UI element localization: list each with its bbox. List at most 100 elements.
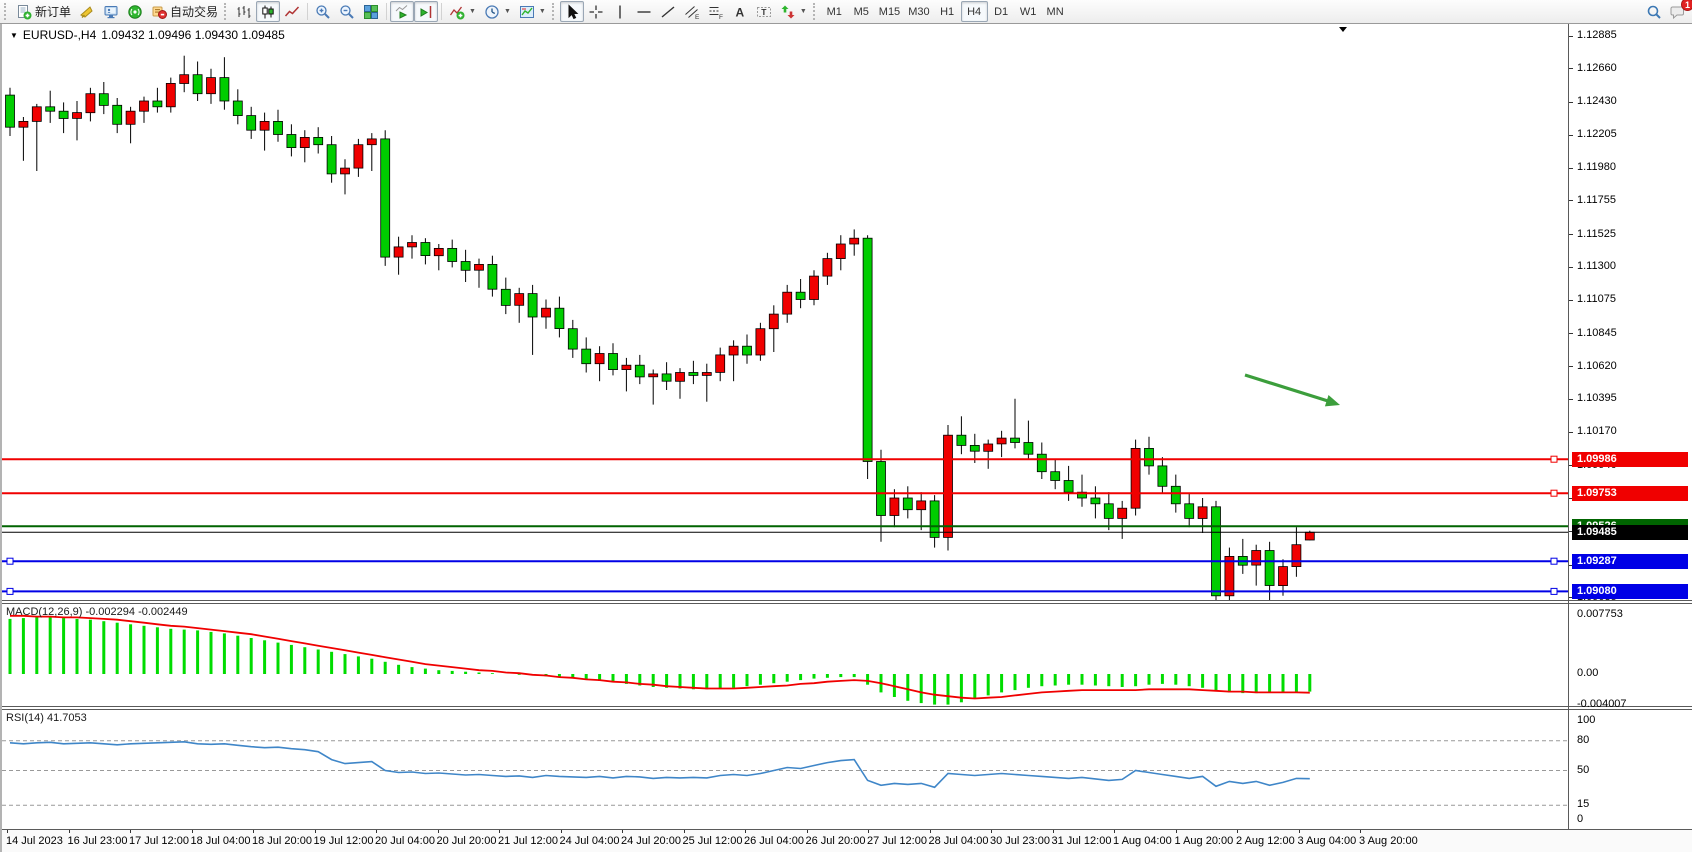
trend-arrow-object[interactable] (1244, 373, 1340, 407)
chevron-down-icon[interactable]: ▼ (469, 8, 476, 15)
line-chart-button[interactable] (280, 1, 304, 22)
timeframe-h4-button[interactable]: H4 (960, 1, 988, 22)
price-tick-label: 1.12660 (1577, 61, 1617, 74)
zoom-out-button[interactable] (335, 1, 359, 22)
time-axis-label: 1 Aug 20:00 (1174, 835, 1234, 847)
auto-scroll-button[interactable] (390, 1, 415, 22)
line-handle[interactable] (1550, 587, 1558, 595)
fibonacci-button[interactable]: F (704, 1, 728, 22)
time-tick-mark (376, 830, 377, 833)
chart-end-marker (1339, 27, 1347, 32)
rsi-pane[interactable]: RSI(14) 41.7053 (2, 710, 1692, 829)
pane-splitter[interactable] (2, 706, 1692, 710)
macd-histogram (8, 617, 1312, 705)
notifications-button[interactable]: 1 (1666, 0, 1692, 22)
trendline-button[interactable] (656, 1, 680, 22)
templates-button[interactable]: ▼ (515, 1, 550, 22)
time-axis-label: 3 Aug 04:00 (1297, 835, 1357, 847)
alerts-button[interactable] (75, 1, 99, 22)
time-axis-label: 19 Jul 12:00 (313, 835, 374, 847)
terminal-button[interactable] (99, 1, 123, 22)
equidistant-channel-button[interactable]: E (680, 1, 704, 22)
time-tick-mark (868, 830, 869, 833)
time-axis-label: 27 Jul 12:00 (867, 835, 927, 847)
svg-text:F: F (719, 14, 723, 20)
svg-text:E: E (695, 14, 700, 20)
line-handle[interactable] (1550, 489, 1558, 497)
timeframe-h1-button-label: H1 (940, 5, 955, 18)
macd-axis-label: -0.004007 (1577, 697, 1627, 710)
price-tick-mark (1569, 200, 1573, 202)
bar-chart-button[interactable] (232, 1, 256, 22)
time-axis-label: 28 Jul 04:00 (928, 835, 989, 847)
price-tick-label: 1.11300 (1577, 260, 1616, 273)
line-handle[interactable] (6, 557, 14, 565)
crosshair-button[interactable] (584, 1, 608, 22)
price-chart-canvas[interactable] (2, 24, 1568, 600)
new-order-button[interactable]: 新订单 (12, 1, 75, 22)
arrows-shapes-button[interactable]: ▼ (776, 1, 811, 22)
macd-pane[interactable]: MACD(12,26,9) -0.002294 -0.002449 (2, 604, 1692, 706)
new-order-button-label: 新订单 (35, 5, 72, 19)
time-tick-mark (191, 830, 193, 833)
market-news-button[interactable] (123, 1, 147, 22)
candlestick-button[interactable] (256, 1, 281, 22)
timeframe-h1-button[interactable]: H1 (934, 1, 961, 22)
periods-button[interactable]: ▼ (480, 1, 515, 22)
timeframe-m1-button[interactable]: M1 (821, 1, 848, 22)
price-tick-label: 1.11075 (1577, 293, 1616, 306)
cursor-button[interactable] (559, 1, 584, 22)
price-tick-label: 1.10395 (1577, 392, 1617, 405)
search-button[interactable] (1642, 1, 1666, 22)
chevron-down-icon[interactable]: ▼ (538, 8, 546, 15)
megaphone-icon (79, 4, 95, 20)
time-tick-mark (806, 830, 808, 833)
timeframe-d1-button[interactable]: D1 (988, 1, 1015, 22)
indicators-button[interactable]: ▼ (445, 1, 480, 22)
chart-ohlc-values: 1.09432 1.09496 1.09430 1.09485 (101, 28, 285, 42)
tile-windows-button[interactable] (359, 1, 383, 22)
timeframe-mn-button[interactable]: MN (1042, 1, 1069, 22)
price-axis[interactable]: 1.12885 1.12660 1.12430 1.12205 1.11980 1.117… (1568, 24, 1692, 829)
vertical-line-button[interactable] (608, 1, 632, 22)
toolbar-grip (224, 3, 229, 20)
chart-shift-button[interactable] (414, 1, 439, 22)
zoom-in-button[interactable] (311, 1, 335, 22)
auto-trading-button[interactable]: 自动交易 (147, 1, 222, 22)
notification-badge: 1 (1680, 0, 1692, 11)
horizontal-line-button[interactable] (632, 1, 656, 22)
pane-splitter[interactable] (2, 600, 1692, 604)
time-tick-mark (991, 830, 992, 833)
macd-canvas (8, 614, 1312, 705)
timeframe-m30-button[interactable]: M30 (904, 1, 933, 22)
chart-symbol-period: EURUSD-,H4 (22, 28, 97, 42)
time-axis-label: 3 Aug 20:00 (1359, 835, 1418, 847)
search-icon (1646, 4, 1662, 20)
timeframe-m5-button[interactable]: M5 (848, 1, 875, 22)
price-tick-mark (1569, 299, 1573, 301)
channel-icon: E (684, 4, 700, 20)
timeframe-w1-button[interactable]: W1 (1015, 1, 1042, 22)
price-tick-label: 1.12205 (1577, 128, 1617, 141)
line-handle[interactable] (6, 587, 14, 595)
chevron-down-icon[interactable]: ▼ (799, 8, 807, 15)
tile-windows-icon (363, 4, 379, 20)
toolbar-separator (307, 3, 309, 20)
timeframe-m15-button-label: M15 (878, 5, 901, 18)
text-button[interactable]: A (728, 1, 752, 22)
timeframe-m15-button[interactable]: M15 (875, 1, 904, 22)
price-chart-pane[interactable]: ▼ EURUSD-,H4 1.09432 1.09496 1.09430 1.0… (2, 24, 1692, 600)
price-tick-label: 1.10170 (1577, 425, 1617, 438)
chart-menu-icon[interactable]: ▼ (10, 30, 18, 40)
price-tick-mark (1569, 234, 1573, 236)
text-label-icon: T (756, 4, 772, 20)
text-label-button[interactable]: T (752, 1, 776, 22)
line-handle[interactable] (1550, 455, 1558, 463)
time-axis[interactable]: 14 Jul 2023 16 Jul 23:00 17 Jul 12:00 18 Ju… (2, 829, 1692, 852)
toolbar-separator (386, 3, 388, 20)
line-handle[interactable] (1550, 557, 1558, 565)
chevron-down-icon[interactable]: ▼ (503, 8, 511, 15)
price-tick-mark (1569, 167, 1573, 169)
candlestick-icon (260, 4, 276, 20)
time-tick-mark (130, 830, 131, 833)
